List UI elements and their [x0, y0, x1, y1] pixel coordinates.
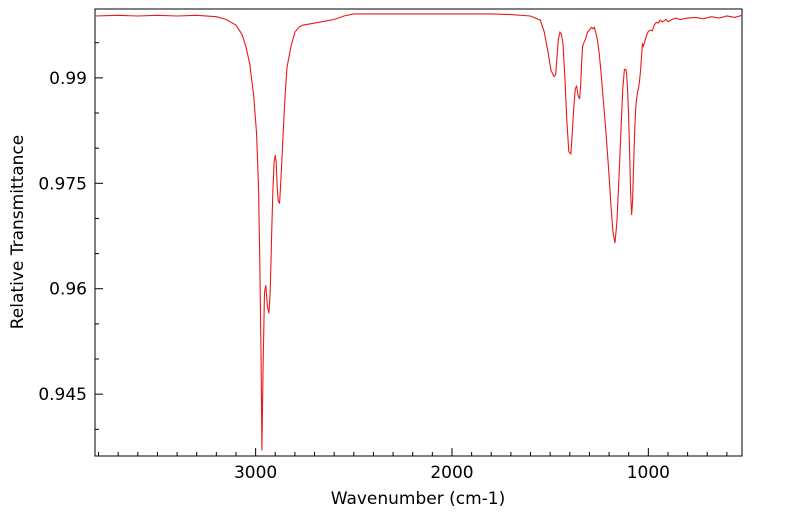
x-tick-label: 1000 — [627, 463, 670, 483]
y-tick-label: 0.99 — [49, 69, 87, 89]
y-axis-ticks — [95, 42, 103, 430]
x-tick-label: 2000 — [430, 463, 473, 483]
x-axis-tick-labels: 3000 2000 1000 — [234, 463, 670, 483]
y-tick-label: 0.945 — [38, 385, 87, 405]
y-tick-label: 0.975 — [38, 174, 87, 194]
y-axis-tick-labels: 0.945 0.96 0.975 0.99 — [38, 69, 87, 405]
spectrum-line — [95, 13, 742, 451]
x-axis-title: Wavenumber (cm-1) — [331, 489, 506, 509]
x-axis-ticks — [98, 448, 728, 456]
plot-frame — [94, 8, 743, 457]
x-tick-label: 3000 — [234, 463, 277, 483]
y-axis-title: Relative Transmittance — [8, 135, 28, 330]
y-tick-label: 0.96 — [49, 280, 87, 300]
